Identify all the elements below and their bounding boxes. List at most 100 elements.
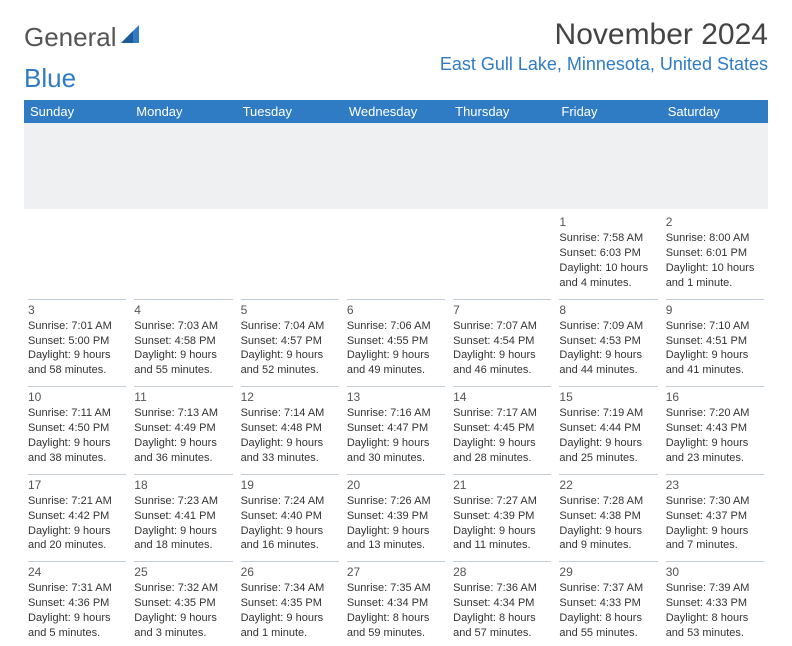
- weekday-header: Tuesday: [237, 100, 343, 123]
- day-info: Sunrise: 7:03 AMSunset: 4:58 PMDaylight:…: [134, 319, 232, 378]
- calendar-cell: 4Sunrise: 7:03 AMSunset: 4:58 PMDaylight…: [130, 296, 236, 384]
- weekday-header: Wednesday: [343, 100, 449, 123]
- calendar-cell: 11Sunrise: 7:13 AMSunset: 4:49 PMDayligh…: [130, 383, 236, 471]
- day-info: Sunrise: 7:58 AMSunset: 6:03 PMDaylight:…: [559, 231, 657, 290]
- day-number: 10: [28, 386, 126, 405]
- day-info: Sunrise: 7:20 AMSunset: 4:43 PMDaylight:…: [666, 406, 764, 465]
- calendar-cell: 20Sunrise: 7:26 AMSunset: 4:39 PMDayligh…: [343, 471, 449, 559]
- day-info: Sunrise: 7:31 AMSunset: 4:36 PMDaylight:…: [28, 581, 126, 640]
- day-info: Sunrise: 7:37 AMSunset: 4:33 PMDaylight:…: [559, 581, 657, 640]
- calendar-cell: 26Sunrise: 7:34 AMSunset: 4:35 PMDayligh…: [237, 558, 343, 646]
- weekday-header: Saturday: [662, 100, 768, 123]
- day-number: 5: [241, 299, 339, 318]
- calendar-cell: 27Sunrise: 7:35 AMSunset: 4:34 PMDayligh…: [343, 558, 449, 646]
- calendar-cell: [24, 209, 130, 296]
- day-number: 13: [347, 386, 445, 405]
- day-number: 18: [134, 474, 232, 493]
- day-info: Sunrise: 7:19 AMSunset: 4:44 PMDaylight:…: [559, 406, 657, 465]
- day-info: Sunrise: 7:39 AMSunset: 4:33 PMDaylight:…: [666, 581, 764, 640]
- day-number: 16: [666, 386, 764, 405]
- day-info: Sunrise: 7:23 AMSunset: 4:41 PMDaylight:…: [134, 494, 232, 553]
- day-info: Sunrise: 7:17 AMSunset: 4:45 PMDaylight:…: [453, 406, 551, 465]
- location: East Gull Lake, Minnesota, United States: [440, 54, 768, 75]
- day-number: 6: [347, 299, 445, 318]
- sail-icon: [121, 25, 143, 50]
- day-number: 7: [453, 299, 551, 318]
- day-number: 20: [347, 474, 445, 493]
- calendar-cell: [130, 209, 236, 296]
- day-number: 30: [666, 561, 764, 580]
- calendar-cell: 22Sunrise: 7:28 AMSunset: 4:38 PMDayligh…: [555, 471, 661, 559]
- calendar-cell: 8Sunrise: 7:09 AMSunset: 4:53 PMDaylight…: [555, 296, 661, 384]
- day-info: Sunrise: 7:35 AMSunset: 4:34 PMDaylight:…: [347, 581, 445, 640]
- calendar-cell: 25Sunrise: 7:32 AMSunset: 4:35 PMDayligh…: [130, 558, 236, 646]
- day-info: Sunrise: 7:24 AMSunset: 4:40 PMDaylight:…: [241, 494, 339, 553]
- day-number: 2: [666, 212, 764, 230]
- day-number: 15: [559, 386, 657, 405]
- day-info: Sunrise: 7:13 AMSunset: 4:49 PMDaylight:…: [134, 406, 232, 465]
- day-info: Sunrise: 7:32 AMSunset: 4:35 PMDaylight:…: [134, 581, 232, 640]
- day-info: Sunrise: 7:27 AMSunset: 4:39 PMDaylight:…: [453, 494, 551, 553]
- calendar-cell: 30Sunrise: 7:39 AMSunset: 4:33 PMDayligh…: [662, 558, 768, 646]
- calendar-cell: 23Sunrise: 7:30 AMSunset: 4:37 PMDayligh…: [662, 471, 768, 559]
- calendar-cell: 2Sunrise: 8:00 AMSunset: 6:01 PMDaylight…: [662, 209, 768, 296]
- day-info: Sunrise: 7:06 AMSunset: 4:55 PMDaylight:…: [347, 319, 445, 378]
- calendar-cell: 5Sunrise: 7:04 AMSunset: 4:57 PMDaylight…: [237, 296, 343, 384]
- calendar-cell: 18Sunrise: 7:23 AMSunset: 4:41 PMDayligh…: [130, 471, 236, 559]
- calendar-cell: 12Sunrise: 7:14 AMSunset: 4:48 PMDayligh…: [237, 383, 343, 471]
- calendar-cell: 15Sunrise: 7:19 AMSunset: 4:44 PMDayligh…: [555, 383, 661, 471]
- calendar-cell: 21Sunrise: 7:27 AMSunset: 4:39 PMDayligh…: [449, 471, 555, 559]
- brand-logo: General: [24, 18, 145, 53]
- calendar-cell: 24Sunrise: 7:31 AMSunset: 4:36 PMDayligh…: [24, 558, 130, 646]
- day-info: Sunrise: 7:07 AMSunset: 4:54 PMDaylight:…: [453, 319, 551, 378]
- calendar-cell: 10Sunrise: 7:11 AMSunset: 4:50 PMDayligh…: [24, 383, 130, 471]
- day-number: 12: [241, 386, 339, 405]
- day-info: Sunrise: 7:21 AMSunset: 4:42 PMDaylight:…: [28, 494, 126, 553]
- calendar-cell: 29Sunrise: 7:37 AMSunset: 4:33 PMDayligh…: [555, 558, 661, 646]
- weekday-header: Thursday: [449, 100, 555, 123]
- calendar-cell: [343, 209, 449, 296]
- weekday-header: Monday: [130, 100, 236, 123]
- day-number: 3: [28, 299, 126, 318]
- weekday-header: Friday: [555, 100, 661, 123]
- calendar-cell: 3Sunrise: 7:01 AMSunset: 5:00 PMDaylight…: [24, 296, 130, 384]
- calendar-cell: 17Sunrise: 7:21 AMSunset: 4:42 PMDayligh…: [24, 471, 130, 559]
- day-info: Sunrise: 7:34 AMSunset: 4:35 PMDaylight:…: [241, 581, 339, 640]
- calendar-cell: 14Sunrise: 7:17 AMSunset: 4:45 PMDayligh…: [449, 383, 555, 471]
- day-number: 17: [28, 474, 126, 493]
- day-number: 19: [241, 474, 339, 493]
- calendar-cell: 28Sunrise: 7:36 AMSunset: 4:34 PMDayligh…: [449, 558, 555, 646]
- day-number: 25: [134, 561, 232, 580]
- calendar-cell: [237, 209, 343, 296]
- day-number: 29: [559, 561, 657, 580]
- day-info: Sunrise: 7:04 AMSunset: 4:57 PMDaylight:…: [241, 319, 339, 378]
- day-number: 8: [559, 299, 657, 318]
- day-number: 14: [453, 386, 551, 405]
- day-info: Sunrise: 7:30 AMSunset: 4:37 PMDaylight:…: [666, 494, 764, 553]
- day-number: 26: [241, 561, 339, 580]
- weekday-header: Sunday: [24, 100, 130, 123]
- month-title: November 2024: [440, 18, 768, 52]
- calendar-cell: 19Sunrise: 7:24 AMSunset: 4:40 PMDayligh…: [237, 471, 343, 559]
- brand-part1: General: [24, 22, 117, 53]
- day-number: 23: [666, 474, 764, 493]
- day-number: 1: [559, 212, 657, 230]
- day-info: Sunrise: 7:11 AMSunset: 4:50 PMDaylight:…: [28, 406, 126, 465]
- day-number: 9: [666, 299, 764, 318]
- day-info: Sunrise: 7:36 AMSunset: 4:34 PMDaylight:…: [453, 581, 551, 640]
- calendar-cell: 16Sunrise: 7:20 AMSunset: 4:43 PMDayligh…: [662, 383, 768, 471]
- day-info: Sunrise: 7:09 AMSunset: 4:53 PMDaylight:…: [559, 319, 657, 378]
- calendar-head: SundayMondayTuesdayWednesdayThursdayFrid…: [24, 100, 768, 123]
- day-info: Sunrise: 7:26 AMSunset: 4:39 PMDaylight:…: [347, 494, 445, 553]
- day-info: Sunrise: 8:00 AMSunset: 6:01 PMDaylight:…: [666, 231, 764, 290]
- calendar-cell: 9Sunrise: 7:10 AMSunset: 4:51 PMDaylight…: [662, 296, 768, 384]
- day-info: Sunrise: 7:28 AMSunset: 4:38 PMDaylight:…: [559, 494, 657, 553]
- calendar-cell: 13Sunrise: 7:16 AMSunset: 4:47 PMDayligh…: [343, 383, 449, 471]
- calendar-cell: [449, 209, 555, 296]
- day-number: 24: [28, 561, 126, 580]
- day-number: 28: [453, 561, 551, 580]
- day-number: 21: [453, 474, 551, 493]
- title-block: November 2024 East Gull Lake, Minnesota,…: [440, 18, 768, 75]
- day-info: Sunrise: 7:10 AMSunset: 4:51 PMDaylight:…: [666, 319, 764, 378]
- calendar-cell: 7Sunrise: 7:07 AMSunset: 4:54 PMDaylight…: [449, 296, 555, 384]
